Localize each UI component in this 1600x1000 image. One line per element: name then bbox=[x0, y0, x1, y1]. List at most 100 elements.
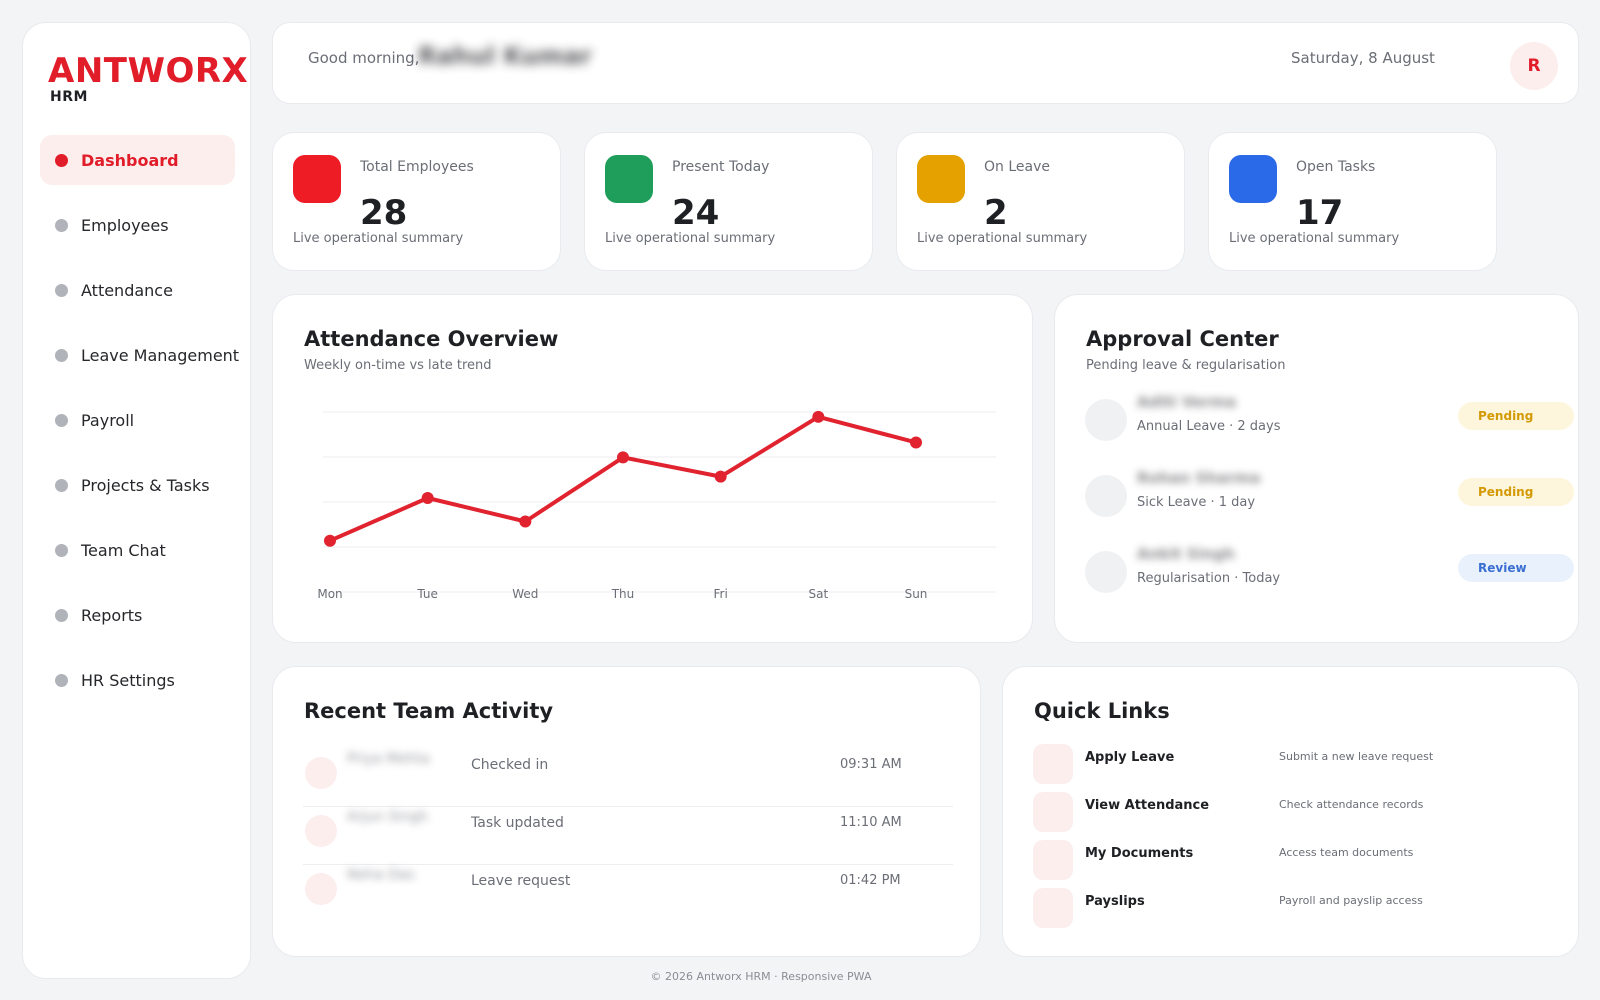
stat-description: Live operational summary bbox=[1229, 231, 1400, 246]
sidebar-item-projects-tasks[interactable]: Projects & Tasks bbox=[40, 460, 235, 510]
nav-dot-icon bbox=[55, 218, 68, 232]
stat-card-present-today[interactable]: Present Today 24 Live operational summar… bbox=[584, 132, 873, 271]
sidebar: ANTWORX HRM Dashboard Employees Attendan… bbox=[22, 22, 251, 979]
quick-link-view-attendance[interactable]: View Attendance Check attendance records bbox=[1033, 792, 1533, 832]
avatar bbox=[305, 873, 337, 905]
sidebar-item-attendance[interactable]: Attendance bbox=[40, 265, 235, 315]
quick-link-description: Access team documents bbox=[1279, 846, 1414, 859]
panel-subtitle: Weekly on-time vs late trend bbox=[304, 358, 492, 373]
sidebar-item-label: Dashboard bbox=[81, 150, 179, 170]
approval-detail: Regularisation · Today bbox=[1137, 571, 1281, 586]
data-point-wed[interactable] bbox=[519, 515, 532, 528]
leave-stat-icon bbox=[917, 155, 965, 203]
panel-subtitle: Pending leave & regularisation bbox=[1086, 358, 1286, 373]
activity-time: 01:42 PM bbox=[840, 873, 901, 888]
sidebar-item-dashboard[interactable]: Dashboard bbox=[40, 135, 235, 185]
sidebar-item-label: Leave Management bbox=[81, 345, 240, 365]
x-tick-label: Thu bbox=[611, 587, 635, 601]
payslip-icon bbox=[1033, 888, 1073, 928]
greeting-text: Good morning, bbox=[308, 49, 420, 67]
x-tick-label: Wed bbox=[512, 587, 538, 601]
nav-dot-icon bbox=[55, 283, 68, 297]
activity-item: Priya Mehta Checked in 09:31 AM bbox=[303, 749, 953, 807]
data-point-sun[interactable] bbox=[910, 436, 922, 449]
quick-link-apply-leave[interactable]: Apply Leave Submit a new leave request bbox=[1033, 744, 1533, 784]
sidebar-item-team-chat[interactable]: Team Chat bbox=[40, 525, 235, 575]
employees-stat-icon bbox=[293, 155, 341, 203]
avatar bbox=[1085, 551, 1127, 593]
activity-member-name: Arjun Singh bbox=[347, 809, 428, 825]
brand-subtitle: HRM bbox=[50, 89, 88, 105]
approval-employee-name: Rohan Sharma bbox=[1137, 469, 1261, 487]
recent-activity-panel: Recent Team Activity Priya Mehta Checked… bbox=[272, 666, 981, 957]
avatar bbox=[1085, 399, 1127, 441]
approval-item[interactable]: Rohan Sharma Sick Leave · 1 day Pending bbox=[1085, 469, 1574, 531]
approval-employee-name: Ankit Singh bbox=[1137, 545, 1235, 563]
sidebar-item-leave-management[interactable]: Leave Management bbox=[40, 330, 239, 380]
quick-link-description: Submit a new leave request bbox=[1279, 750, 1434, 763]
sidebar-item-hr-settings[interactable]: HR Settings bbox=[40, 655, 235, 705]
nav-dot-icon bbox=[55, 673, 68, 687]
status-badge[interactable]: Review bbox=[1458, 554, 1574, 582]
data-point-fri[interactable] bbox=[714, 470, 727, 483]
stat-value: 17 bbox=[1296, 193, 1344, 233]
quick-link-title: View Attendance bbox=[1085, 798, 1210, 813]
activity-action: Leave request bbox=[471, 873, 571, 889]
x-tick-label: Fri bbox=[714, 587, 728, 601]
data-point-thu[interactable] bbox=[617, 451, 629, 464]
approval-item[interactable]: Aditi Verma Annual Leave · 2 days Pendin… bbox=[1085, 393, 1574, 455]
quick-link-payslips[interactable]: Payslips Payroll and payslip access bbox=[1033, 888, 1533, 928]
x-tick-label: Mon bbox=[317, 587, 342, 601]
nav-dot-icon bbox=[55, 478, 68, 492]
status-badge[interactable]: Pending bbox=[1458, 402, 1574, 430]
user-avatar[interactable]: R bbox=[1510, 42, 1558, 90]
sidebar-item-label: HR Settings bbox=[81, 670, 175, 690]
approval-center-panel: Approval Center Pending leave & regulari… bbox=[1054, 294, 1579, 643]
apply-leave-icon bbox=[1033, 744, 1073, 784]
tasks-stat-icon bbox=[1229, 155, 1277, 203]
approval-item[interactable]: Ankit Singh Regularisation · Today Revie… bbox=[1085, 545, 1574, 607]
stat-value: 28 bbox=[360, 193, 408, 233]
status-badge[interactable]: Pending bbox=[1458, 478, 1574, 506]
user-name: Rahul Kumar bbox=[418, 42, 592, 70]
data-point-tue[interactable] bbox=[421, 492, 434, 504]
panel-title: Recent Team Activity bbox=[304, 699, 554, 723]
approval-detail: Annual Leave · 2 days bbox=[1137, 419, 1281, 434]
quick-link-title: My Documents bbox=[1085, 846, 1194, 861]
stat-label: On Leave bbox=[984, 159, 1050, 175]
avatar bbox=[1085, 475, 1127, 517]
x-tick-label: Tue bbox=[416, 587, 438, 601]
activity-time: 09:31 AM bbox=[840, 757, 902, 772]
sidebar-item-reports[interactable]: Reports bbox=[40, 590, 235, 640]
stat-card-total-employees[interactable]: Total Employees 28 Live operational summ… bbox=[272, 132, 561, 271]
attendance-icon bbox=[1033, 792, 1073, 832]
sidebar-item-label: Reports bbox=[81, 605, 143, 625]
quick-link-my-documents[interactable]: My Documents Access team documents bbox=[1033, 840, 1533, 880]
panel-title: Quick Links bbox=[1034, 699, 1170, 723]
avatar bbox=[305, 757, 337, 789]
sidebar-item-label: Projects & Tasks bbox=[81, 475, 210, 495]
nav-dot-icon bbox=[55, 608, 68, 622]
stat-label: Open Tasks bbox=[1296, 159, 1376, 175]
x-tick-label: Sun bbox=[905, 587, 928, 601]
data-point-mon[interactable] bbox=[324, 534, 336, 547]
series-line bbox=[329, 414, 917, 543]
stat-label: Total Employees bbox=[360, 159, 474, 175]
stat-card-on-leave[interactable]: On Leave 2 Live operational summary bbox=[896, 132, 1185, 271]
quick-links-panel: Quick Links Apply Leave Submit a new lea… bbox=[1002, 666, 1579, 957]
sidebar-item-payroll[interactable]: Payroll bbox=[40, 395, 235, 445]
stat-card-open-tasks[interactable]: Open Tasks 17 Live operational summary bbox=[1208, 132, 1497, 271]
activity-time: 11:10 AM bbox=[840, 815, 902, 830]
quick-link-title: Payslips bbox=[1085, 894, 1145, 909]
stat-description: Live operational summary bbox=[293, 231, 464, 246]
data-point-sat[interactable] bbox=[812, 410, 825, 423]
nav-dot-icon bbox=[55, 348, 68, 362]
sidebar-item-label: Team Chat bbox=[81, 540, 166, 560]
stat-label: Present Today bbox=[672, 159, 770, 175]
approval-employee-name: Aditi Verma bbox=[1137, 393, 1237, 411]
sidebar-nav: Dashboard Employees Attendance Leave Man… bbox=[40, 135, 239, 720]
nav-dot-icon bbox=[55, 153, 68, 167]
attendance-overview-panel: Attendance Overview Weekly on-time vs la… bbox=[272, 294, 1033, 643]
brand-logo: ANTWORX bbox=[48, 51, 249, 91]
sidebar-item-employees[interactable]: Employees bbox=[40, 200, 235, 250]
